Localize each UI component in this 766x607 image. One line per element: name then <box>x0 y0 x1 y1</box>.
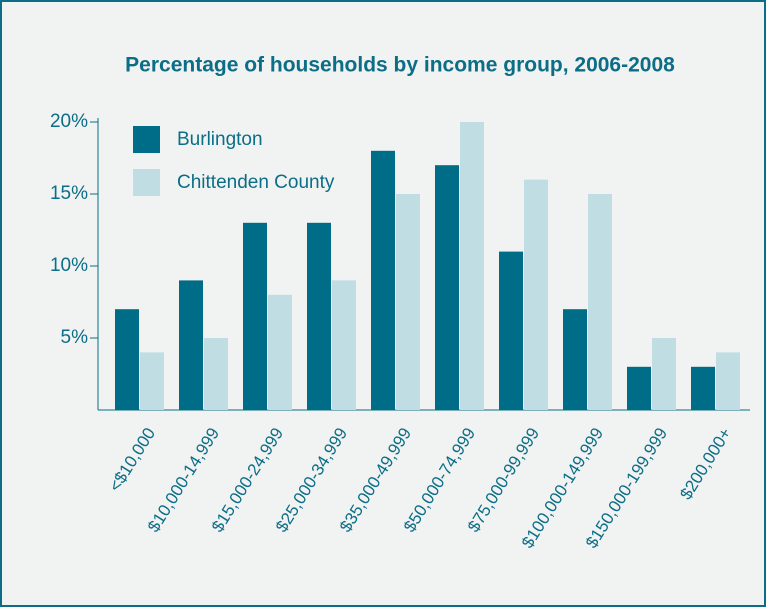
bar <box>499 251 523 410</box>
bar <box>691 366 715 410</box>
bar <box>332 280 356 410</box>
bar <box>652 338 676 410</box>
bar <box>179 280 203 410</box>
y-tick-label: 5% <box>61 327 89 348</box>
legend-label: Chittenden County <box>177 172 335 193</box>
legend-swatch <box>133 169 160 196</box>
legend-swatch <box>133 126 160 153</box>
bar <box>460 122 484 410</box>
bar <box>115 309 139 410</box>
bar <box>588 194 612 410</box>
bar <box>371 150 395 411</box>
legend-label: Burlington <box>177 129 263 150</box>
bar <box>140 352 164 410</box>
bar <box>563 309 587 410</box>
bar <box>627 366 651 410</box>
bar <box>307 222 331 410</box>
bar <box>396 194 420 410</box>
bar <box>268 294 292 410</box>
y-tick-label: 10% <box>50 255 88 276</box>
y-tick-label: 15% <box>50 183 88 204</box>
bar <box>716 352 740 410</box>
y-tick-label: 20% <box>50 111 88 132</box>
bar <box>243 222 267 410</box>
bar <box>524 179 548 410</box>
chart-title: Percentage of households by income group… <box>125 54 675 77</box>
bar <box>435 165 459 410</box>
bar <box>204 338 228 410</box>
